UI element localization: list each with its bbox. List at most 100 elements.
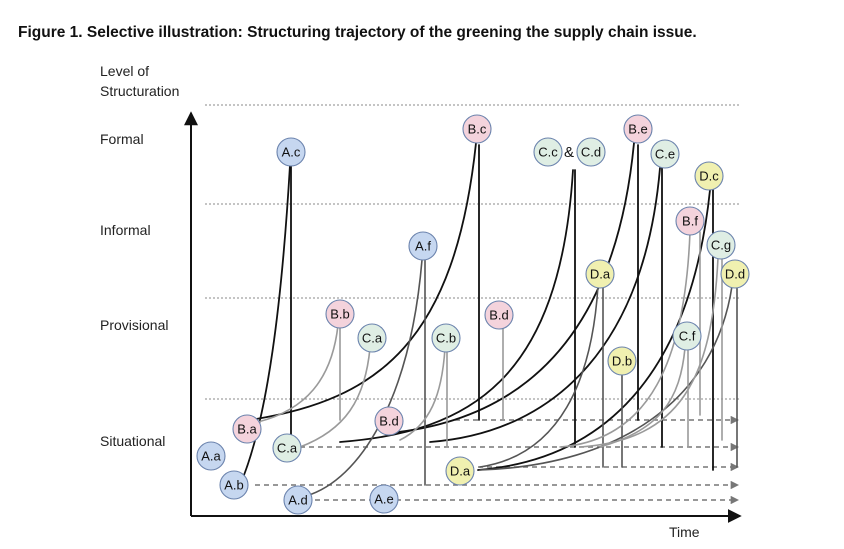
node-b-a: B.a <box>232 414 262 444</box>
node-circle <box>576 137 606 167</box>
node-label: D.d <box>725 267 745 282</box>
trajectory-to-d-d <box>479 285 733 471</box>
node-b-e: B.e <box>623 114 653 144</box>
node-circle <box>325 299 355 329</box>
node-circle <box>675 206 705 236</box>
node-circle <box>374 406 404 436</box>
node-circle <box>219 470 249 500</box>
node-d-d: D.d <box>720 259 750 289</box>
trajectory-lines <box>239 142 738 497</box>
node-circle <box>462 114 492 144</box>
node-circle <box>672 321 702 351</box>
trajectory-b-a-to-b-c <box>249 142 477 421</box>
node-circle <box>706 230 736 260</box>
node-label: A.b <box>224 478 244 493</box>
node-c-b: C.b <box>431 323 461 353</box>
node-circle <box>272 433 302 463</box>
node-circle <box>283 485 313 515</box>
node-a-d: A.d <box>283 485 313 515</box>
node-label: B.f <box>682 214 698 229</box>
node-label: A.c <box>282 145 301 160</box>
node-label: C.f <box>679 329 696 344</box>
node-label: B.a <box>237 422 257 437</box>
event-nodes: A.a A.b A.c A.d A.e A.f B.a B.b B.c B.d B.d B.e B.f C… <box>196 114 750 515</box>
trajectory-to-c-g <box>579 257 719 448</box>
trajectory-to-d-a-upper <box>479 285 599 468</box>
node-label: A.e <box>374 492 394 507</box>
node-label: C.a <box>277 441 298 456</box>
node-circle <box>650 139 680 169</box>
node-label: B.e <box>628 122 648 137</box>
node-circle <box>623 114 653 144</box>
trajectory-to-c-c-c-d <box>339 169 574 443</box>
trajectory-b-a-to-b-b <box>257 324 339 423</box>
node-circle <box>445 456 475 486</box>
node-circle <box>369 484 399 514</box>
node-b-f: B.f <box>675 206 705 236</box>
node-d-a2: D.a <box>585 259 615 289</box>
node-label: C.d <box>581 145 601 160</box>
node-label: A.f <box>415 239 431 254</box>
node-label: B.d <box>379 414 399 429</box>
y-axis-title-line2: Structuration <box>100 83 180 99</box>
node-label: C.a <box>362 331 383 346</box>
node-a-a: A.a <box>196 441 226 471</box>
trajectory-c-a-to-c-a <box>299 347 371 448</box>
x-axis-title: Time <box>669 524 700 540</box>
y-axis-title-line1: Level of <box>100 63 150 79</box>
node-b-b: B.b <box>325 299 355 329</box>
node-circle <box>276 137 306 167</box>
ampersand-label: & <box>564 144 574 161</box>
node-label: C.b <box>436 331 456 346</box>
trajectory-a-b-to-a-c <box>239 164 291 486</box>
node-label: C.g <box>711 238 731 253</box>
node-circle <box>533 137 563 167</box>
continuation-arrows <box>255 415 740 505</box>
level-label-informal: Informal <box>100 222 151 238</box>
node-label: D.a <box>590 267 611 282</box>
node-circle <box>484 300 514 330</box>
node-d-a1: D.a <box>445 456 475 486</box>
trajectory-to-b-f <box>559 231 691 448</box>
level-gridlines <box>205 104 740 400</box>
level-label-situational: Situational <box>100 433 166 449</box>
node-label: C.c <box>538 145 558 160</box>
node-c-d: C.d <box>576 137 606 167</box>
node-circle <box>694 161 724 191</box>
trajectory-b-d-to-b-e <box>389 142 635 434</box>
node-d-b: D.b <box>607 346 637 376</box>
node-d-c: D.c <box>694 161 724 191</box>
node-c-a1: C.a <box>272 433 302 463</box>
node-label: B.d <box>489 308 509 323</box>
node-c-a2: C.a <box>357 323 387 353</box>
node-b-d2: B.d <box>484 300 514 330</box>
node-circle <box>232 414 262 444</box>
node-c-c: C.c <box>533 137 563 167</box>
node-circle <box>607 346 637 376</box>
node-circle <box>585 259 615 289</box>
node-circle <box>431 323 461 353</box>
node-c-e: C.e <box>650 139 680 169</box>
node-a-f: A.f <box>408 231 438 261</box>
trajectory-to-c-e <box>429 167 661 443</box>
node-a-c: A.c <box>276 137 306 167</box>
node-c-g: C.g <box>706 230 736 260</box>
node-a-b: A.b <box>219 470 249 500</box>
level-label-formal: Formal <box>100 131 144 147</box>
node-circle <box>720 259 750 289</box>
node-label: D.a <box>450 464 471 479</box>
node-c-f: C.f <box>672 321 702 351</box>
node-circle <box>357 323 387 353</box>
axes <box>184 111 742 523</box>
trajectory-to-c-b <box>399 347 446 441</box>
node-a-e: A.e <box>369 484 399 514</box>
figure-title: Figure 1. Selective illustration: Struct… <box>18 24 697 41</box>
node-b-c: B.c <box>462 114 492 144</box>
node-label: B.c <box>468 122 487 137</box>
node-circle <box>408 231 438 261</box>
node-label: B.b <box>330 307 350 322</box>
node-label: A.d <box>288 493 308 508</box>
level-label-provisional: Provisional <box>100 317 169 333</box>
trajectory-d-a-to-d-c <box>477 189 711 471</box>
